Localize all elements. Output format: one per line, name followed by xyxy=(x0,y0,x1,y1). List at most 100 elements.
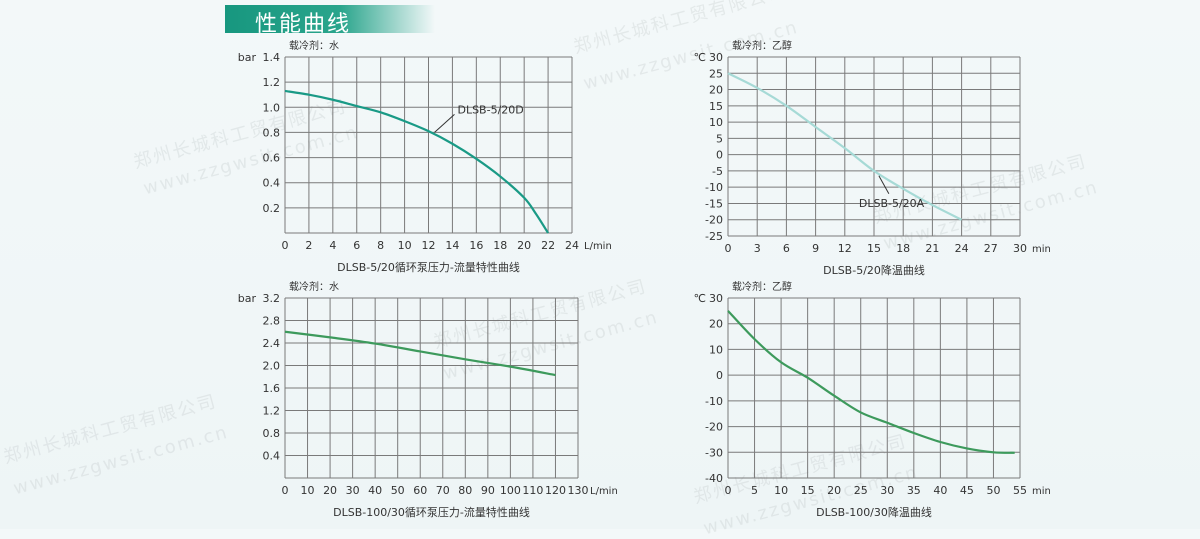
x-tick-label: 16 xyxy=(469,239,483,252)
x-tick-label: 15 xyxy=(867,242,881,255)
series-line xyxy=(727,310,1015,454)
x-axis-unit: min xyxy=(1032,244,1051,255)
annotation-leader xyxy=(878,175,890,195)
y-tick-label: -5 xyxy=(712,165,723,178)
y-tick-label: 10 xyxy=(709,343,723,356)
x-tick-label: 8 xyxy=(377,239,384,252)
y-tick-label: 5 xyxy=(716,132,723,145)
x-tick-label: 0 xyxy=(282,484,289,497)
y-tick-label: -20 xyxy=(705,214,723,227)
y-tick-label: 0.2 xyxy=(263,202,281,215)
x-tick-label: 50 xyxy=(986,484,1000,497)
x-axis-unit: L/min xyxy=(590,486,618,497)
y-tick-label: -10 xyxy=(705,181,723,194)
chart-3: 0 10 20 30 40 50 60 70 80 90 100 110 120 130 0.4 0.8 1.2… xyxy=(238,280,618,519)
x-axis-unit: min xyxy=(1032,486,1051,497)
y-tick-label: 3.2 xyxy=(263,292,281,305)
y-tick-label: 25 xyxy=(709,67,723,80)
y-tick-label: 0.4 xyxy=(263,177,281,190)
y-tick-label: 1.0 xyxy=(263,101,281,114)
y-tick-label: 2.0 xyxy=(263,360,281,373)
chart-2: 0 3 6 9 12 15 18 21 24 27 30 -25 -20 -15 -10 -5 0 5 10 15 20… xyxy=(694,39,1051,277)
x-tick-label: 20 xyxy=(517,239,531,252)
coolant-label: 载冷剂：水 xyxy=(289,280,339,293)
y-tick-label: 0.8 xyxy=(263,126,281,139)
series-line xyxy=(284,330,556,377)
y-tick-label: -20 xyxy=(705,421,723,434)
y-tick-label: 20 xyxy=(709,318,723,331)
x-tick-label: 80 xyxy=(458,484,472,497)
annotation-leader xyxy=(434,114,455,133)
x-tick-label: 27 xyxy=(984,242,998,255)
x-tick-label: 0 xyxy=(282,239,289,252)
x-axis-unit: L/min xyxy=(584,241,612,252)
y-tick-label: 15 xyxy=(709,100,723,113)
chart-1: 0 2 4 6 8 10 12 14 16 18 20 22 240.20.40.60.81.01.21… xyxy=(238,39,612,274)
x-tick-label: 20 xyxy=(827,484,841,497)
y-tick-label: 2.8 xyxy=(263,315,281,328)
x-tick-label: 24 xyxy=(955,242,969,255)
chart-title: DLSB-100/30循环泵压力-流量特性曲线 xyxy=(333,505,530,519)
y-tick-label: 0.8 xyxy=(263,427,281,440)
y-tick-label: 20 xyxy=(709,84,723,97)
y-tick-label: -10 xyxy=(705,395,723,408)
y-tick-label: 1.6 xyxy=(263,382,281,395)
x-tick-label: 130 xyxy=(568,484,589,497)
x-tick-label: 6 xyxy=(783,242,790,255)
chart-title: DLSB-5/20降温曲线 xyxy=(823,263,925,277)
y-axis-unit: ℃ xyxy=(694,51,706,64)
y-tick-label: -15 xyxy=(705,197,723,210)
x-tick-label: 30 xyxy=(346,484,360,497)
y-tick-label: 1.2 xyxy=(263,405,281,418)
chart-title: DLSB-100/30降温曲线 xyxy=(816,505,932,519)
x-tick-label: 35 xyxy=(907,484,921,497)
y-axis-unit: bar xyxy=(238,292,257,305)
x-tick-label: 14 xyxy=(445,239,459,252)
x-tick-label: 40 xyxy=(368,484,382,497)
coolant-label: 载冷剂：水 xyxy=(289,39,339,52)
y-tick-label: 1.2 xyxy=(263,76,281,89)
y-tick-label: 1.4 xyxy=(263,51,281,64)
x-tick-label: 30 xyxy=(880,484,894,497)
x-tick-label: 110 xyxy=(522,484,543,497)
section-title: 性能曲线 xyxy=(255,12,352,37)
x-tick-label: 24 xyxy=(565,239,579,252)
y-tick-label: 0 xyxy=(716,369,723,382)
x-tick-label: 40 xyxy=(933,484,947,497)
series-label: DLSB-5/20A xyxy=(859,197,925,210)
x-tick-label: 55 xyxy=(1013,484,1027,497)
y-axis-unit: ℃ xyxy=(694,292,706,305)
x-tick-label: 3 xyxy=(754,242,761,255)
y-tick-label: 0.6 xyxy=(263,152,281,165)
chart-title: DLSB-5/20循环泵压力-流量特性曲线 xyxy=(337,260,520,274)
x-tick-label: 6 xyxy=(353,239,360,252)
x-tick-label: 18 xyxy=(896,242,910,255)
series-line xyxy=(727,72,963,221)
y-axis-unit: bar xyxy=(238,51,257,64)
coolant-label: 载冷剂：乙醇 xyxy=(732,280,792,293)
y-tick-label: -25 xyxy=(705,230,723,243)
chart-4: 0 5 10 15 20 25 30 35 40 45 50 55 -40 -30 -20 -10 0 10 20 3… xyxy=(694,280,1051,519)
y-tick-label: 10 xyxy=(709,116,723,129)
x-tick-label: 18 xyxy=(493,239,507,252)
x-tick-label: 45 xyxy=(960,484,974,497)
x-tick-label: 15 xyxy=(801,484,815,497)
coolant-label: 载冷剂：乙醇 xyxy=(732,39,792,52)
x-tick-label: 100 xyxy=(500,484,521,497)
y-tick-label: -30 xyxy=(705,446,723,459)
x-tick-label: 9 xyxy=(812,242,819,255)
y-tick-label: 2.4 xyxy=(263,337,281,350)
x-tick-label: 5 xyxy=(751,484,758,497)
x-tick-label: 70 xyxy=(436,484,450,497)
x-tick-label: 25 xyxy=(854,484,868,497)
x-tick-label: 22 xyxy=(541,239,555,252)
series-line xyxy=(284,89,550,234)
x-tick-label: 10 xyxy=(774,484,788,497)
x-tick-label: 21 xyxy=(925,242,939,255)
y-tick-label: 0.4 xyxy=(263,450,281,463)
y-tick-label: 0 xyxy=(716,149,723,162)
x-tick-label: 20 xyxy=(323,484,337,497)
x-tick-label: 0 xyxy=(725,484,732,497)
x-tick-label: 50 xyxy=(391,484,405,497)
